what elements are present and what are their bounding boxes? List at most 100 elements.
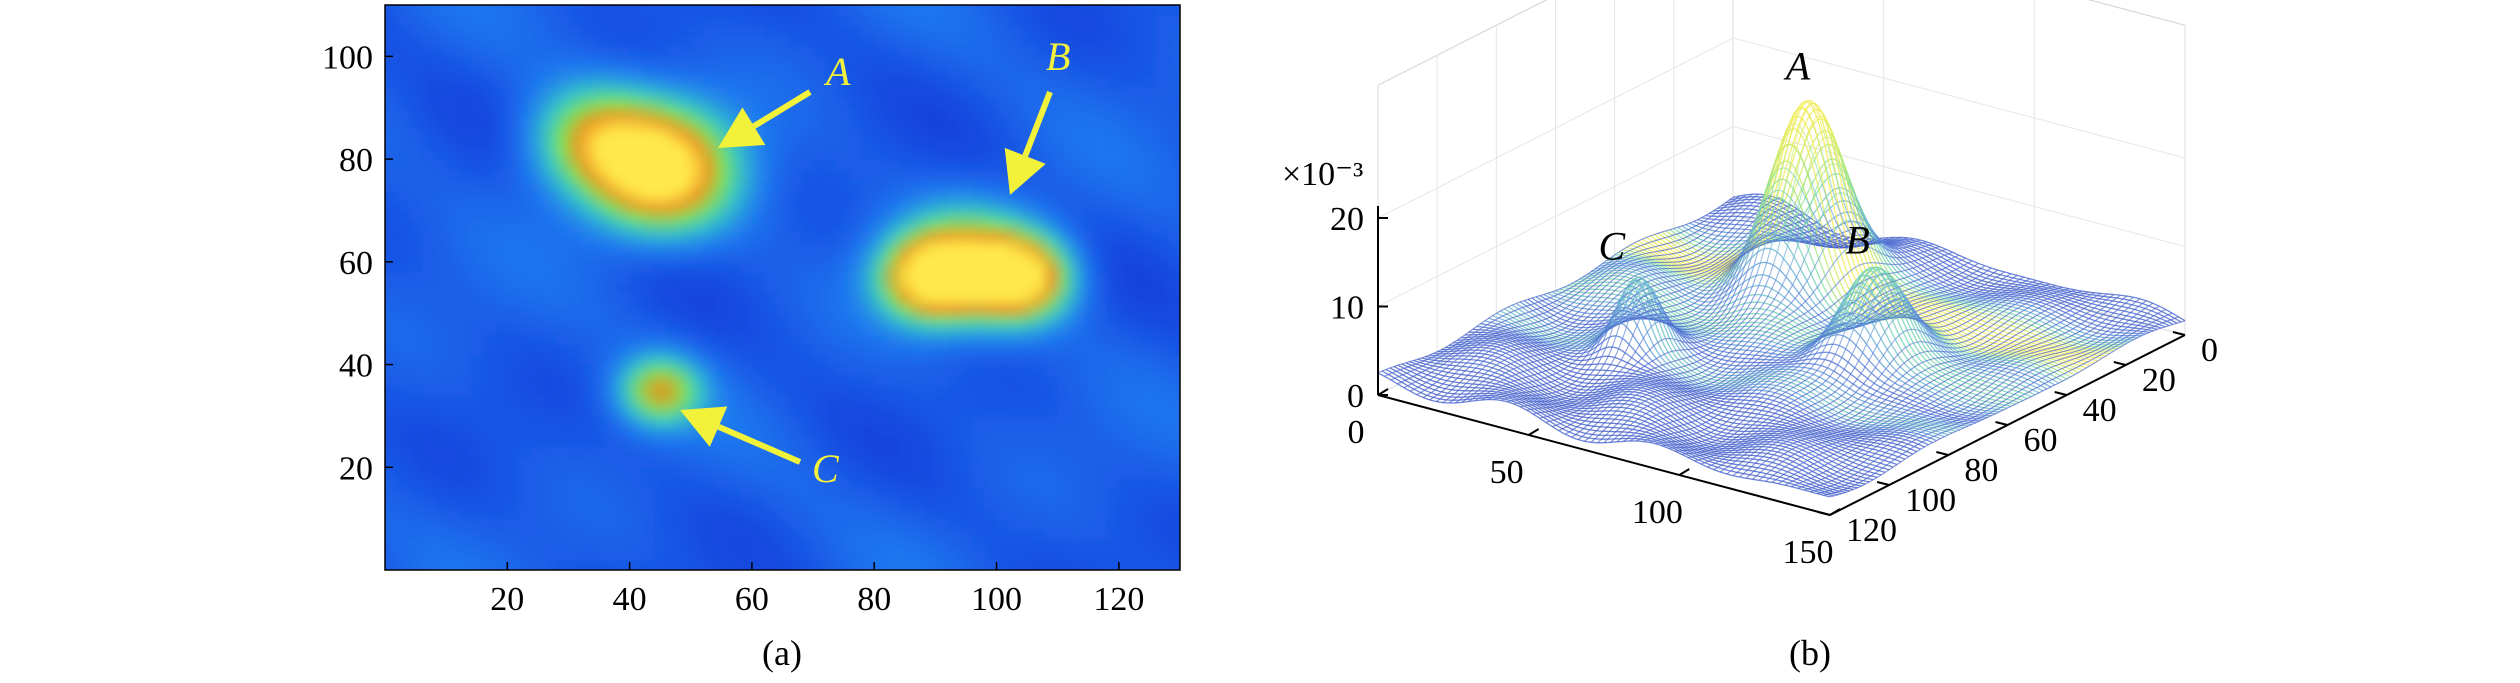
- surface-mesh-segment: [1724, 212, 1730, 217]
- heatmap-cell: [1167, 220, 1180, 232]
- heatmap-cell: [739, 426, 753, 438]
- heatmap-cell: [1057, 220, 1071, 232]
- heatmap-cell: [1131, 282, 1145, 294]
- heatmap-cell: [849, 261, 863, 273]
- heatmap-cell: [984, 467, 998, 479]
- heatmap-cell: [556, 210, 570, 222]
- heatmap-cell: [862, 272, 875, 284]
- heatmap-cell: [862, 66, 875, 78]
- heatmap-cell: [788, 498, 802, 510]
- surface-mesh-segment: [1469, 336, 1474, 340]
- heatmap-cell: [397, 56, 411, 68]
- heatmap-cell: [837, 292, 851, 304]
- heatmap-cell: [849, 323, 863, 335]
- heatmap-cell: [996, 436, 1010, 448]
- surface-mesh-segment: [1484, 317, 1489, 322]
- heatmap-cell: [764, 66, 778, 78]
- heatmap-cell: [385, 241, 386, 253]
- surface-mesh-segment: [1570, 314, 1575, 319]
- heatmap-cell: [1008, 436, 1022, 448]
- heatmap-cell: [1021, 528, 1034, 540]
- heatmap-cell: [1008, 87, 1022, 99]
- heatmap-cell: [629, 539, 643, 551]
- heatmap-cell: [678, 395, 692, 407]
- heatmap-cell: [421, 159, 435, 171]
- surface-mesh-segment: [1734, 228, 1740, 234]
- heatmap-cell: [764, 87, 778, 99]
- heatmap-cell: [739, 210, 753, 222]
- heatmap-cell: [703, 518, 716, 530]
- heatmap-cell: [470, 46, 484, 58]
- heatmap-cell: [568, 128, 582, 140]
- heatmap-cell: [862, 508, 875, 520]
- heatmap-cell: [580, 333, 594, 345]
- heatmap-cell: [886, 272, 900, 284]
- heatmap-cell: [898, 15, 912, 27]
- heatmap-cell: [641, 66, 655, 78]
- heatmap-cell: [959, 313, 973, 325]
- heatmap-cell: [886, 395, 900, 407]
- heatmap-cell: [1045, 364, 1059, 376]
- heatmap-cell: [421, 210, 435, 222]
- heatmap-cell: [1131, 457, 1145, 469]
- surface-mesh-segment: [1424, 387, 1429, 391]
- heatmap-cell: [678, 210, 692, 222]
- heatmap-cell: [959, 302, 973, 314]
- heatmap-cell: [886, 344, 900, 356]
- heatmap-cell: [910, 313, 924, 325]
- heatmap-cell: [495, 5, 509, 17]
- heatmap-cell: [874, 25, 888, 37]
- heatmap-cell: [776, 539, 790, 551]
- surface-mesh-segment: [1578, 276, 1584, 280]
- heatmap-cell: [1045, 107, 1059, 119]
- heatmap-cell: [935, 518, 949, 530]
- heatmap-cell: [849, 446, 863, 458]
- heatmap-cell: [409, 25, 423, 37]
- heatmap-cell: [788, 251, 802, 263]
- heatmap-cell: [996, 364, 1010, 376]
- heatmap-cell: [1131, 436, 1145, 448]
- x-tick-label: 100: [971, 581, 1022, 618]
- heatmap-cell: [862, 539, 875, 551]
- surface-mesh-segment: [1629, 266, 1634, 270]
- heatmap-cell: [874, 302, 888, 314]
- heatmap-cell: [715, 374, 729, 386]
- heatmap-cell: [470, 405, 484, 417]
- heatmap-cell: [1094, 323, 1108, 335]
- heatmap-cell: [678, 46, 692, 58]
- heatmap-cell: [397, 549, 411, 561]
- heatmap-cell: [776, 415, 790, 427]
- heatmap-cell: [507, 118, 521, 130]
- heatmap-cell: [1082, 415, 1096, 427]
- heatmap-cell: [947, 210, 961, 222]
- heatmap-cell: [1094, 436, 1108, 448]
- heatmap-cell: [507, 148, 521, 160]
- heatmap-cell: [727, 374, 741, 386]
- heatmap-cell: [947, 313, 961, 325]
- surface-mesh-segment: [1722, 219, 1728, 225]
- heatmap-cell: [385, 282, 398, 294]
- heatmap-cell: [1021, 282, 1034, 294]
- heatmap-cell: [433, 292, 447, 304]
- heatmap-cell: [935, 138, 949, 150]
- heatmap-cell: [421, 395, 435, 407]
- heatmap-cell: [531, 487, 545, 499]
- heatmap-cell: [788, 426, 802, 438]
- heatmap-cell: [641, 159, 655, 171]
- heatmap-cell: [751, 313, 765, 325]
- heatmap-cell: [678, 97, 692, 109]
- heatmap-cell: [825, 87, 839, 99]
- heatmap-cell: [690, 231, 704, 243]
- heatmap-cell: [923, 313, 937, 325]
- heatmap-cell: [1008, 25, 1022, 37]
- surface-mesh-segment: [1526, 304, 1531, 307]
- heatmap-cell: [482, 118, 496, 130]
- heatmap-cell: [1180, 447, 1193, 458]
- surface-mesh-segment: [1429, 376, 1435, 381]
- heatmap-cell: [947, 426, 961, 438]
- heatmap-cell: [1143, 35, 1157, 47]
- heatmap-cell: [874, 66, 888, 78]
- heatmap-cell: [935, 549, 949, 561]
- heatmap-cell: [470, 487, 484, 499]
- heatmap-cell: [923, 282, 937, 294]
